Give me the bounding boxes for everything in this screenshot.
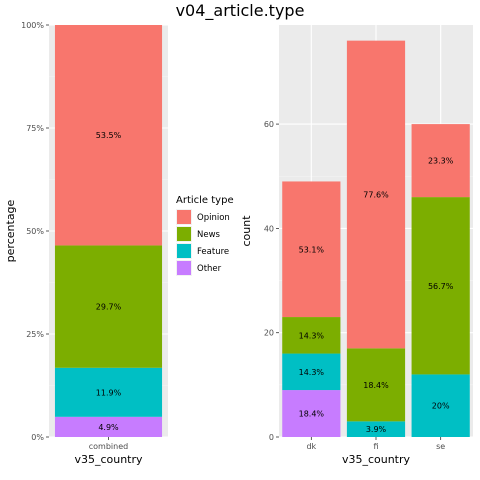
y-tick-label: 0% [31,433,44,442]
legend-label: Opinion [197,213,230,223]
legend-key-feature [177,244,191,258]
bar-segment-other [282,390,341,437]
x-tick-label: combined [89,442,128,451]
bar-segment-opinion [346,40,406,349]
legend-label: Feature [197,247,229,257]
data-label: 53.5% [96,131,122,140]
bar-segment-feature [346,421,406,437]
legend-title: Article type [176,195,234,206]
data-label: 14.3% [299,368,325,377]
legend-key-other [177,261,191,275]
legend-key-opinion [177,210,191,224]
data-label: 20% [432,402,450,411]
legend-label: News [197,230,221,240]
bar-segment-opinion [282,181,341,318]
y-tick-label: 40 [264,224,274,233]
data-label: 14.3% [299,331,325,340]
data-label: 29.7% [96,303,122,312]
data-label: 18.4% [363,381,389,390]
data-label: 11.9% [96,388,122,397]
legend-label: Other [197,264,222,274]
x-axis-title: v35_country [342,453,411,466]
right-panel: 0 20 40 60 18.4% 14.3% 14.3% 53.1% dk 3.9% 18.4% 77… [240,25,473,466]
y-tick-label: 50% [26,227,44,236]
data-label: 23.3% [428,157,454,166]
bar-segment-opinion [411,124,470,198]
data-label: 56.7% [428,282,454,291]
legend: Article type Opinion News Feature Other [176,195,234,276]
data-label: 18.4% [299,410,325,419]
bar-segment-other [54,416,163,437]
data-label: 77.6% [363,190,389,199]
y-tick-label: 0 [269,433,274,442]
bar-segment-feature [282,353,341,391]
data-label: 3.9% [366,425,387,434]
bar-segment-feature [54,367,163,417]
y-tick-label: 25% [26,330,44,339]
x-tick-label: fi [373,442,378,451]
y-tick-label: 20 [264,329,274,338]
y-tick-label: 100% [21,21,44,30]
bar-segment-news [282,317,341,354]
x-tick-label: se [436,442,445,451]
data-label: 4.9% [98,423,119,432]
chart-title: v04_article.type [176,1,305,21]
data-label: 53.1% [299,245,325,254]
legend-key-news [177,227,191,241]
x-axis-title: v35_country [74,453,143,466]
y-tick-label: 75% [26,124,44,133]
bar-segment-feature [411,374,470,437]
y-tick-label: 60 [264,120,274,129]
y-axis-title: percentage [4,199,17,262]
bar-segment-news [346,348,406,422]
y-axis-title: count [240,215,253,247]
x-tick-label: dk [306,442,316,451]
bar-segment-opinion [54,25,163,246]
bar-segment-news [54,245,163,368]
bar-segment-news [411,197,470,375]
left-panel: 0% 25% 50% 75% 100% 4.9% 11.9% 29.7% 53.5% combin… [4,21,168,466]
